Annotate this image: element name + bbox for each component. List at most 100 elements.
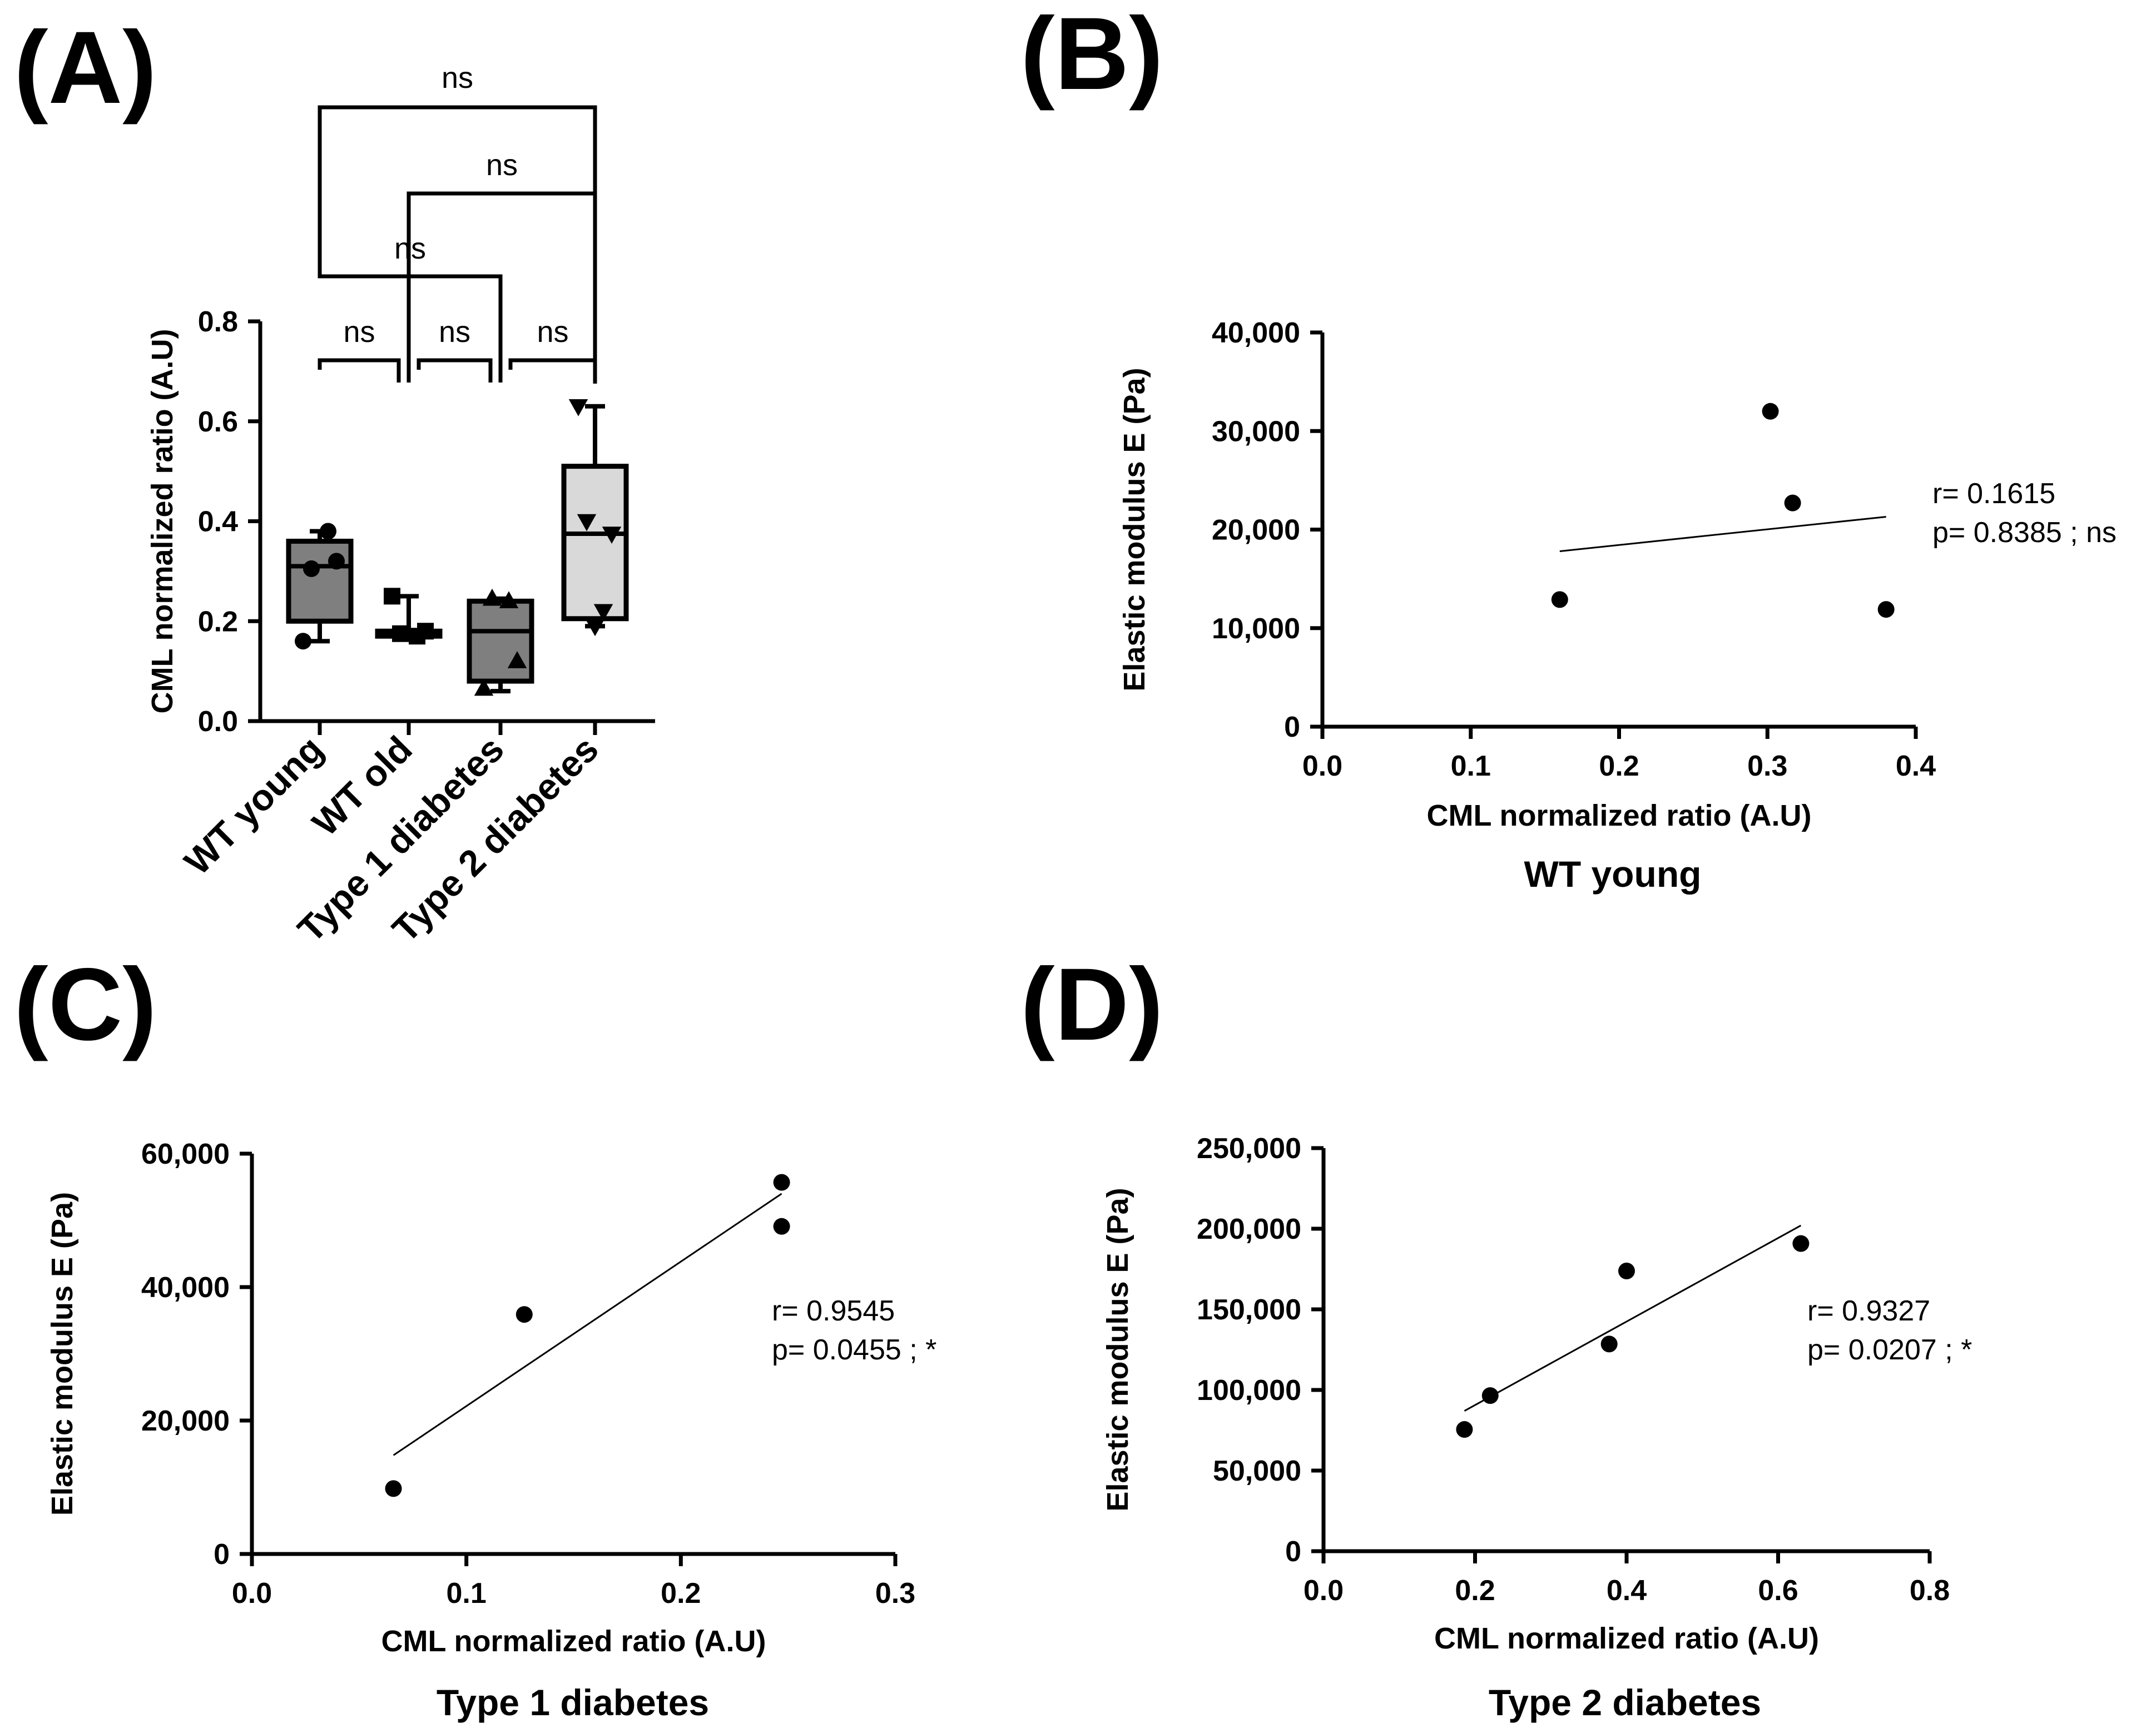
significance-bracket: ns <box>407 148 597 384</box>
x-tick-label: 0.3 <box>875 1577 915 1610</box>
x-axis-title: CML normalized ratio (A.U) <box>1426 799 1811 832</box>
box-4 <box>561 399 629 637</box>
panel-label-b: (B) <box>1020 0 1163 111</box>
panel-label-a: (A) <box>14 11 157 125</box>
data-point <box>568 399 588 416</box>
significance-bracket: ns <box>318 315 401 383</box>
x-tick-label: 0.8 <box>1910 1575 1950 1607</box>
data-point <box>1792 1235 1810 1252</box>
correlation-r: r= 0.9545 <box>772 1295 895 1327</box>
panel-b-scatter: 0 10,000 20,000 30,000 40,000 0.0 0.1 0.2 0.3 0.4… <box>1118 317 2117 895</box>
panel-a-box-plot: 0.0 0.2 0.4 0.6 0.8 CML normalized ratio (A.U… <box>146 61 655 950</box>
x-tick-label: 0.2 <box>661 1577 701 1610</box>
significance-label: ns <box>343 315 375 349</box>
correlation-p: p= 0.8385 ; ns <box>1932 517 2117 549</box>
box-3 <box>467 588 534 696</box>
data-point <box>384 588 400 605</box>
significance-label: ns <box>442 61 473 95</box>
x-tick-label: 0.4 <box>1607 1575 1647 1607</box>
y-tick-label: 0 <box>1284 711 1300 743</box>
y-tick-label: 200,000 <box>1197 1213 1301 1245</box>
data-point <box>1551 591 1568 608</box>
box-iqr <box>561 464 629 622</box>
data-point <box>482 588 502 606</box>
x-tick-label: 0.4 <box>1896 750 1936 782</box>
y-tick-label: 0.4 <box>198 506 238 538</box>
box-1 <box>286 523 354 650</box>
y-tick-label: 250,000 <box>1197 1133 1301 1165</box>
y-tick-label: 20,000 <box>1212 514 1300 547</box>
x-tick-label: 0.0 <box>1303 1575 1344 1607</box>
significance-label: ns <box>394 232 426 265</box>
significance-label: ns <box>537 315 568 349</box>
correlation-p: p= 0.0207 ; * <box>1807 1334 1972 1366</box>
y-tick-label: 150,000 <box>1197 1294 1301 1326</box>
y-tick-label: 30,000 <box>1212 415 1300 448</box>
bracket-line <box>508 358 597 383</box>
significance-bracket: ns <box>417 315 493 383</box>
data-point <box>516 1306 533 1323</box>
data-point <box>320 523 336 540</box>
x-axis-title: CML normalized ratio (A.U) <box>1434 1622 1819 1655</box>
y-tick-label: 60,000 <box>141 1138 230 1170</box>
panel-subtitle: Type 1 diabetes <box>437 1682 709 1723</box>
data-point <box>1762 403 1779 420</box>
data-point <box>409 628 425 645</box>
regression-line <box>1464 1224 1802 1412</box>
data-point <box>303 560 320 577</box>
panel-label-c: (C) <box>14 947 157 1062</box>
data-point <box>602 527 622 544</box>
data-point <box>1456 1421 1473 1438</box>
y-axis-title: Elastic modulus E (Pa) <box>1118 368 1151 691</box>
y-axis-title: Elastic modulus E (Pa) <box>1101 1188 1134 1511</box>
data-point <box>1784 494 1801 512</box>
bracket-line <box>318 358 401 383</box>
regression-line <box>393 1193 782 1456</box>
data-point <box>499 591 519 609</box>
significance-bracket: ns <box>508 315 597 383</box>
box-2 <box>375 588 443 645</box>
significance-label: ns <box>439 315 470 349</box>
data-point <box>385 1480 402 1497</box>
panel-subtitle: Type 2 diabetes <box>1489 1682 1761 1723</box>
y-tick-label: 100,000 <box>1197 1374 1301 1407</box>
box-iqr <box>467 598 534 684</box>
correlation-r: r= 0.1615 <box>1932 478 2055 510</box>
data-point <box>1481 1387 1499 1404</box>
data-point <box>773 1218 790 1235</box>
y-tick-label: 0.6 <box>198 406 238 438</box>
y-tick-label: 0 <box>1285 1536 1301 1568</box>
y-tick-label: 40,000 <box>141 1272 230 1304</box>
panel-label-d: (D) <box>1020 947 1163 1062</box>
x-tick-label: 0.1 <box>1451 750 1491 782</box>
y-tick-label: 50,000 <box>1213 1455 1301 1487</box>
x-tick-label: 0.6 <box>1758 1575 1798 1607</box>
data-point <box>585 619 605 637</box>
regression-line <box>1559 515 1886 552</box>
x-tick-label: 0.1 <box>447 1577 487 1610</box>
y-tick-label: 10,000 <box>1212 613 1300 645</box>
correlation-p: p= 0.0455 ; * <box>772 1334 936 1366</box>
data-point <box>773 1174 790 1191</box>
x-tick-label: 0.2 <box>1599 750 1639 782</box>
significance-bracket: ns <box>318 232 503 383</box>
correlation-r: r= 0.9327 <box>1807 1295 1930 1327</box>
x-tick-label: 0.0 <box>232 1577 272 1610</box>
panel-subtitle: WT young <box>1524 853 1702 895</box>
y-axis-title: Elastic modulus E (Pa) <box>46 1192 79 1516</box>
panel-c-scatter: 0 20,000 40,000 60,000 0.0 0.1 0.2 0.3 CML norma… <box>46 1138 936 1723</box>
x-axis-title: CML normalized ratio (A.U) <box>381 1625 766 1658</box>
y-tick-label: 0.8 <box>198 306 238 338</box>
box-iqr <box>286 538 354 624</box>
data-point <box>295 633 311 650</box>
x-tick-label: 0.0 <box>1302 750 1342 782</box>
data-point <box>1618 1262 1635 1279</box>
data-point <box>593 604 613 622</box>
significance-label: ns <box>486 148 518 182</box>
y-tick-label: 40,000 <box>1212 317 1300 349</box>
x-tick-label: 0.3 <box>1747 750 1787 782</box>
data-point <box>1600 1335 1618 1353</box>
panel-d-scatter: 0 50,000 100,000 150,000 200,000 250,000 0.0 0.… <box>1101 1133 1972 1723</box>
y-tick-label: 20,000 <box>141 1405 230 1437</box>
bracket-line <box>318 256 503 383</box>
